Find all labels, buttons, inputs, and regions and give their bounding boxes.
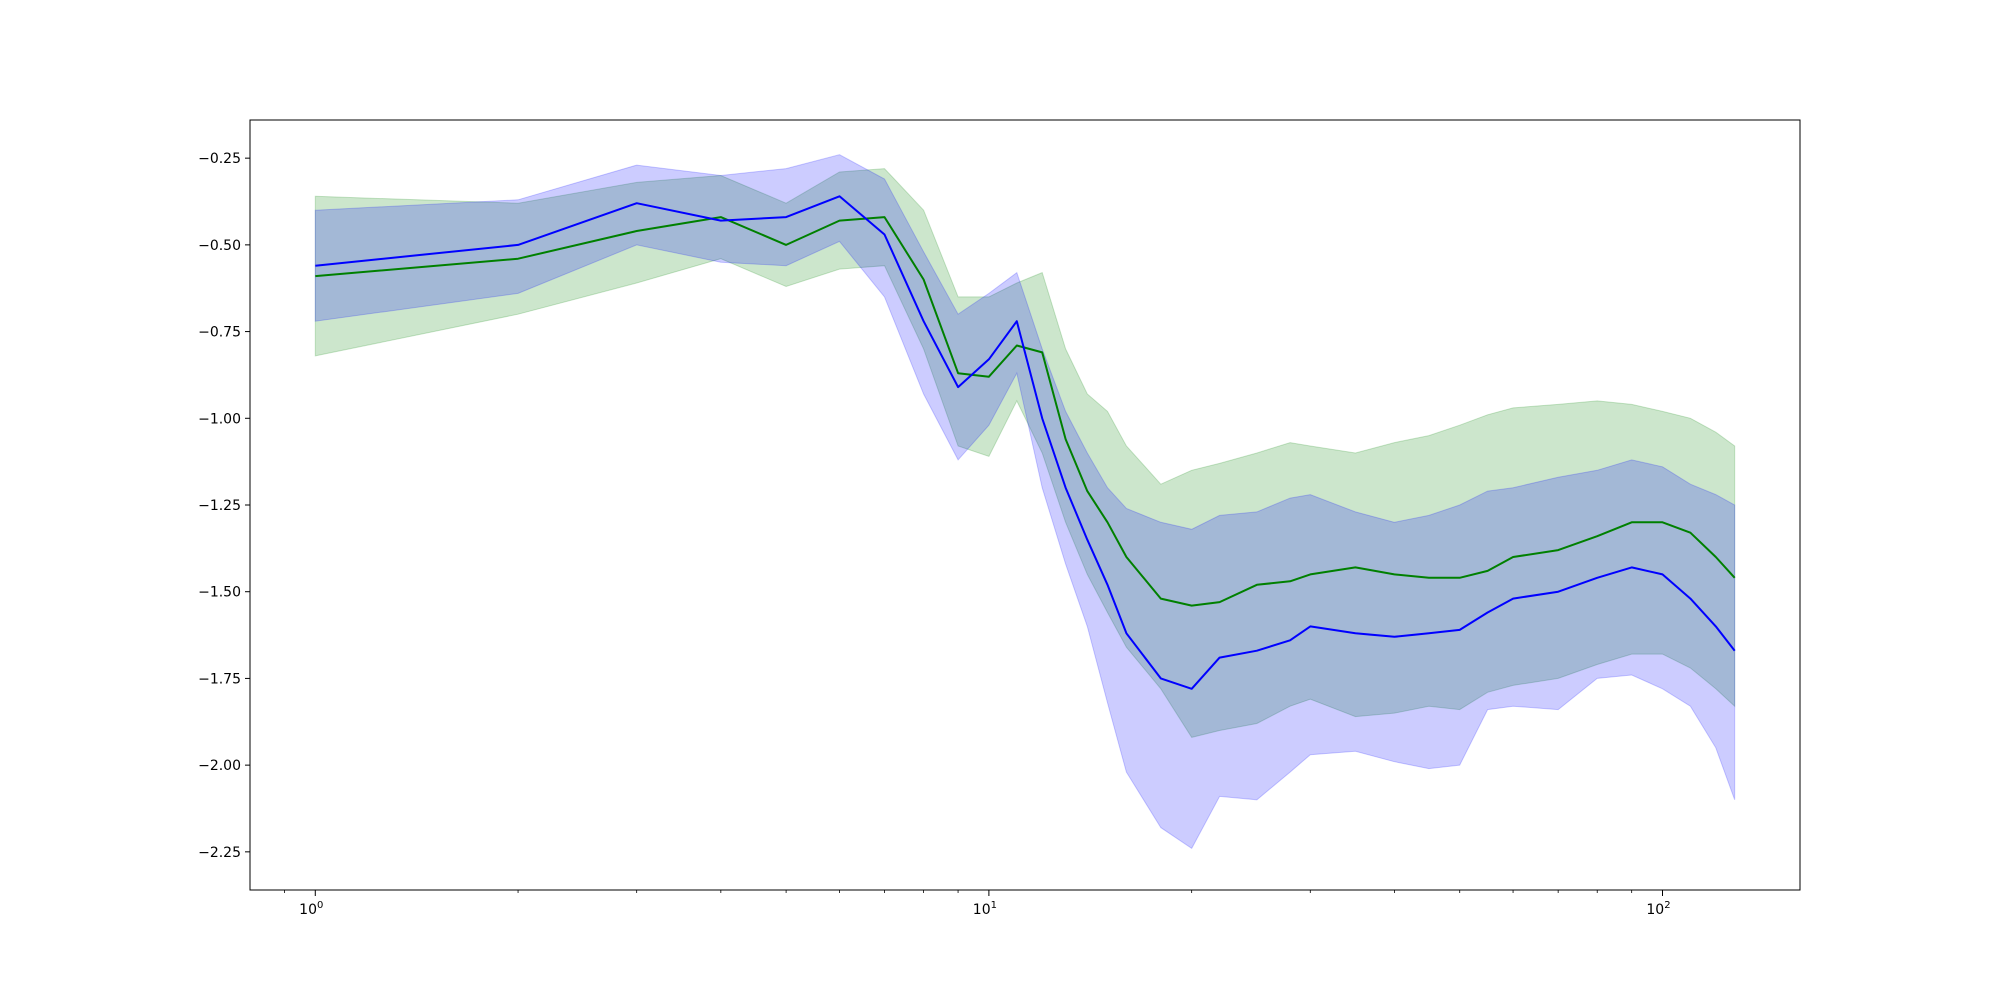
x-tick-label: 102 bbox=[1646, 900, 1670, 918]
series-1-band bbox=[314, 168, 1736, 738]
y-tick-label: −1.75 bbox=[198, 671, 241, 687]
plot-area-background bbox=[250, 120, 1800, 890]
y-tick-label: −1.50 bbox=[198, 585, 241, 601]
series-0-line bbox=[315, 195, 1736, 690]
x-tick-label: 101 bbox=[973, 900, 997, 918]
series-lines bbox=[315, 195, 1736, 690]
x-tick-label: 100 bbox=[299, 900, 323, 918]
y-tick-label: −0.50 bbox=[198, 238, 241, 254]
y-tick-label: −0.75 bbox=[198, 325, 241, 341]
y-axis: −0.25 −0.50 −0.75 −1.00 −1.25 −1.50 −1.75 −2.00… bbox=[198, 151, 250, 861]
x-axis: 100 101 102 bbox=[284, 890, 1671, 918]
confidence-bands bbox=[314, 154, 1736, 850]
y-tick-label: −1.25 bbox=[198, 498, 241, 514]
series-1-line bbox=[315, 216, 1736, 607]
y-tick-label: −2.25 bbox=[198, 845, 241, 861]
series-0-band bbox=[314, 154, 1736, 850]
y-tick-label: −1.00 bbox=[198, 411, 241, 427]
y-tick-label: −0.25 bbox=[198, 151, 241, 167]
y-tick-label: −2.00 bbox=[198, 758, 241, 774]
